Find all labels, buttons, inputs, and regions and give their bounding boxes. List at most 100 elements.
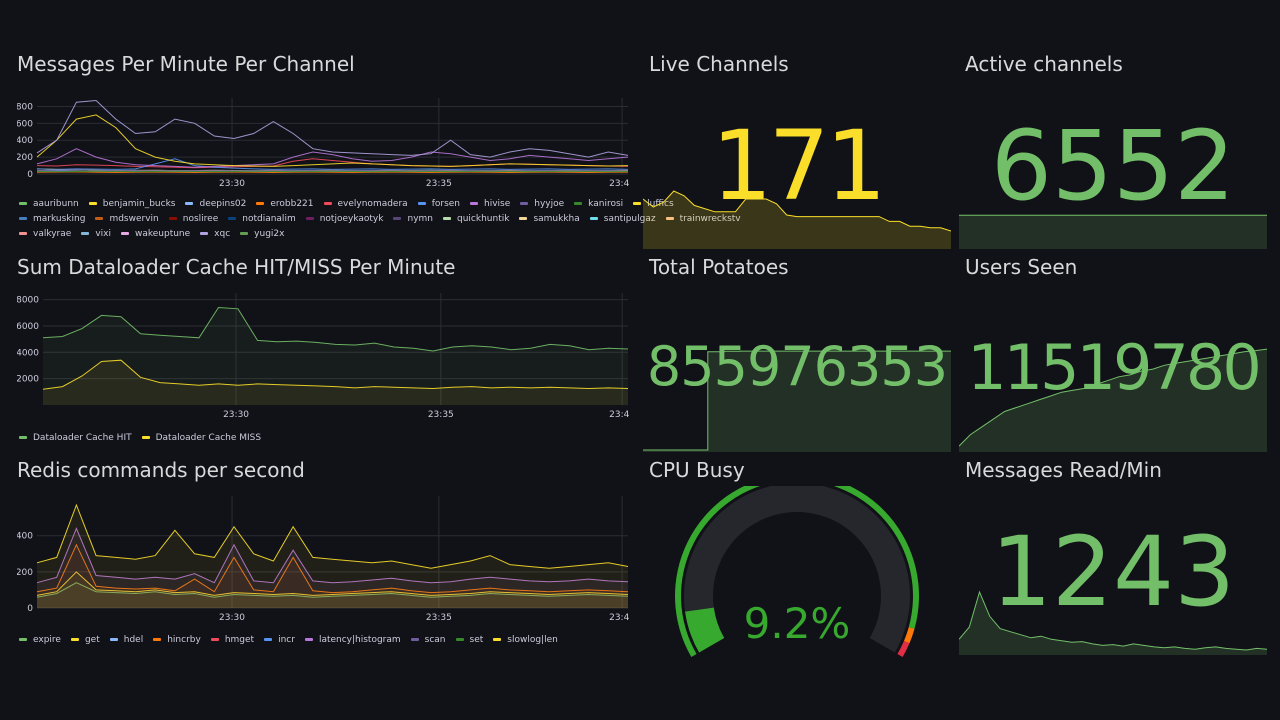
legend-label: hivise bbox=[484, 199, 511, 209]
legend-item[interactable]: kanirosi bbox=[574, 197, 623, 212]
legend-item[interactable]: notjoeykaotyk bbox=[305, 212, 383, 227]
panel-title[interactable]: Active channels bbox=[965, 52, 1123, 76]
series-line[interactable] bbox=[36, 582, 629, 598]
panel-title[interactable]: Redis commands per second bbox=[17, 458, 305, 482]
panel-title[interactable]: Total Potatoes bbox=[649, 255, 789, 279]
series-line[interactable] bbox=[36, 114, 629, 167]
x-tick-label: 23:30 bbox=[219, 613, 245, 623]
legend-item[interactable]: expire bbox=[19, 633, 61, 648]
x-tick-label: 23:40 bbox=[609, 410, 630, 420]
legend-swatch bbox=[19, 202, 27, 205]
cpu-busy-value: 9.2% bbox=[743, 599, 851, 648]
legend-item[interactable]: Dataloader Cache HIT bbox=[19, 431, 132, 446]
legend-label: latency|histogram bbox=[318, 635, 401, 645]
legend-label: hincrby bbox=[167, 635, 201, 645]
legend-item[interactable]: hyyjoe bbox=[520, 197, 564, 212]
y-tick-label: 0 bbox=[27, 170, 33, 180]
active-channels-value: 6552 bbox=[990, 110, 1236, 222]
legend-item[interactable]: hivise bbox=[470, 197, 510, 212]
legend-item[interactable]: vixi bbox=[81, 227, 111, 242]
legend-label: notdianalim bbox=[242, 214, 296, 224]
series-line[interactable] bbox=[36, 543, 629, 594]
series-line[interactable] bbox=[36, 571, 629, 596]
legend-item[interactable]: scan bbox=[410, 633, 446, 648]
legend-item[interactable]: aauribunn bbox=[19, 197, 79, 212]
legend-label: mdswervin bbox=[109, 214, 159, 224]
messages-read-sparkline bbox=[959, 590, 1267, 655]
legend-item[interactable]: incr bbox=[264, 633, 295, 648]
legend-label: hmget bbox=[224, 635, 255, 645]
series-line[interactable] bbox=[36, 148, 629, 168]
legend-item[interactable]: erobb221 bbox=[256, 197, 314, 212]
x-tick-label: 23:30 bbox=[223, 410, 249, 420]
legend-item[interactable]: slowlog|len bbox=[493, 633, 558, 648]
x-tick-label: 23:35 bbox=[428, 410, 454, 420]
legend-item[interactable]: wakeuptune bbox=[120, 227, 190, 242]
legend-label: hyyjoe bbox=[534, 199, 565, 209]
legend-item[interactable]: quickhuntik bbox=[443, 212, 509, 227]
legend-swatch bbox=[443, 217, 451, 220]
series-line[interactable] bbox=[36, 158, 629, 170]
panel-title[interactable]: CPU Busy bbox=[649, 458, 745, 482]
panel-live-channels: Live Channels 171 bbox=[643, 52, 951, 249]
legend-item[interactable]: benjamin_bucks bbox=[88, 197, 175, 212]
legend-item[interactable]: forsen bbox=[417, 197, 460, 212]
legend-item[interactable]: xqc bbox=[200, 227, 230, 242]
legend-item[interactable]: evelynomadera bbox=[323, 197, 408, 212]
series-line[interactable] bbox=[42, 306, 629, 352]
legend-item[interactable]: deepins02 bbox=[185, 197, 246, 212]
series-area bbox=[37, 528, 628, 608]
legend-item[interactable]: hincrby bbox=[153, 633, 201, 648]
legend-item[interactable]: get bbox=[70, 633, 100, 648]
series-line[interactable] bbox=[36, 527, 629, 584]
gauge-threshold-orange bbox=[903, 627, 915, 644]
legend-label: slowlog|len bbox=[507, 635, 558, 645]
series-line[interactable] bbox=[36, 503, 629, 569]
sparkline-line bbox=[643, 190, 951, 232]
series-line[interactable] bbox=[36, 99, 629, 158]
legend-item[interactable]: santipulgaz bbox=[589, 212, 656, 227]
legend-swatch bbox=[200, 232, 209, 235]
legend-label: nymn bbox=[407, 214, 433, 224]
legend-item[interactable]: set bbox=[455, 633, 484, 648]
panel-title[interactable]: Live Channels bbox=[649, 52, 789, 76]
legend-row: Dataloader Cache HIT Dataloader Cache MIS… bbox=[19, 431, 629, 446]
legend-item[interactable]: mdswervin bbox=[95, 212, 159, 227]
panel-title[interactable]: Messages Per Minute Per Channel bbox=[17, 52, 355, 76]
x-tick-label: 23:35 bbox=[426, 613, 452, 623]
total-potatoes-sparkline bbox=[643, 350, 951, 452]
legend-row: aauribunn benjamin_bucks deepins02 erobb221… bbox=[19, 197, 674, 212]
legend-item[interactable]: nymn bbox=[393, 212, 433, 227]
series-line[interactable] bbox=[36, 169, 629, 172]
series-line[interactable] bbox=[42, 359, 629, 390]
legend-item[interactable]: notdianalim bbox=[228, 212, 296, 227]
legend-item[interactable]: samukkha bbox=[519, 212, 580, 227]
y-tick-label: 2000 bbox=[17, 375, 39, 385]
panel-total-potatoes: Total Potatoes 855976353 bbox=[643, 255, 951, 452]
legend-item[interactable]: markusking bbox=[19, 212, 85, 227]
legend-row: expire get hdel hincrby hmget incr latency|his… bbox=[19, 633, 629, 648]
legend-item[interactable]: latency|histogram bbox=[304, 633, 401, 648]
legend-item[interactable]: trainwreckstv bbox=[665, 212, 741, 227]
legend-label: quickhuntik bbox=[457, 214, 510, 224]
legend-label: nosliree bbox=[182, 214, 219, 224]
gauge-track bbox=[684, 486, 910, 653]
legend-item[interactable]: valkyrae bbox=[19, 227, 71, 242]
panel-title[interactable]: Users Seen bbox=[965, 255, 1078, 279]
legend-swatch bbox=[70, 638, 79, 641]
legend-swatch bbox=[665, 217, 674, 220]
legend-item[interactable]: hdel bbox=[109, 633, 144, 648]
legend-label: hdel bbox=[123, 635, 144, 645]
legend-item[interactable]: nosliree bbox=[168, 212, 219, 227]
legend-label: set bbox=[469, 635, 484, 645]
y-tick-label: 6000 bbox=[17, 322, 39, 332]
legend-item[interactable]: yugi2x bbox=[240, 227, 284, 242]
legend-item[interactable]: hmget bbox=[210, 633, 255, 648]
panel-title[interactable]: Messages Read/Min bbox=[965, 458, 1162, 482]
series-line[interactable] bbox=[36, 171, 629, 174]
x-tick-label: 23:30 bbox=[219, 179, 245, 189]
legend-item[interactable]: Dataloader Cache MISS bbox=[141, 431, 261, 446]
panel-title[interactable]: Sum Dataloader Cache HIT/MISS Per Minute bbox=[17, 255, 456, 279]
cpu-busy-gauge bbox=[675, 486, 919, 657]
legend-swatch bbox=[304, 638, 313, 641]
